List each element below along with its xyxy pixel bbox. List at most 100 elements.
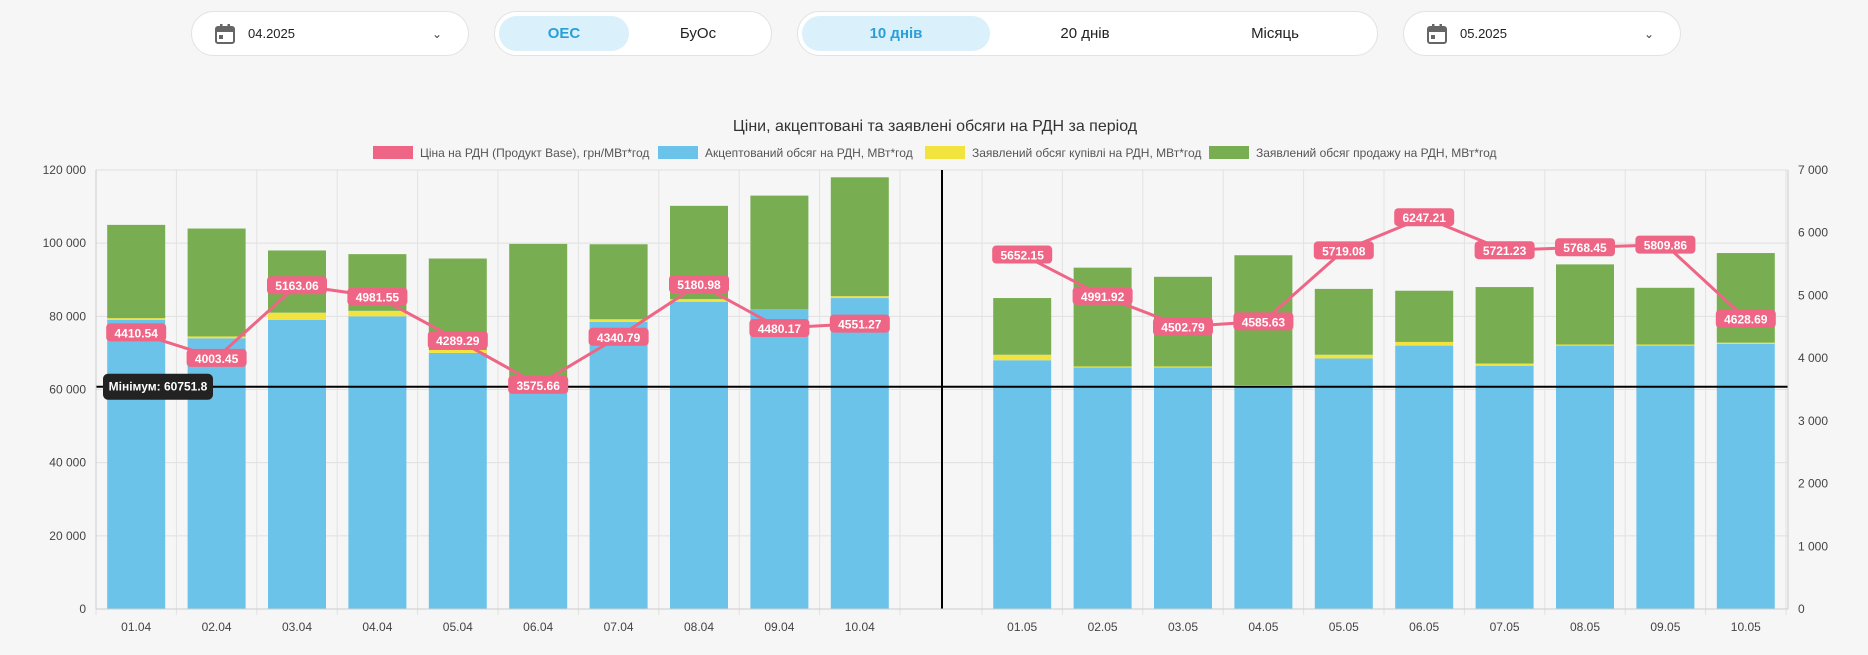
price-data-label: 5163.06 — [275, 279, 319, 293]
chart-bars — [107, 177, 1775, 609]
x-tick-label: 04.04 — [362, 620, 392, 634]
bar-segment — [268, 319, 326, 609]
x-tick-label: 04.05 — [1248, 620, 1278, 634]
price-data-label: 5809.86 — [1644, 239, 1688, 253]
x-tick-label: 09.05 — [1650, 620, 1680, 634]
legend-swatch — [373, 146, 413, 159]
price-data-label: 5721.23 — [1483, 244, 1527, 258]
x-tick-label: 05.05 — [1329, 620, 1359, 634]
bar-segment — [1314, 358, 1373, 609]
bar-segment — [1395, 290, 1454, 342]
y-right-tick-label: 6 000 — [1798, 226, 1828, 240]
price-data-label: 4480.17 — [758, 322, 802, 336]
y-left-tick-label: 80 000 — [49, 309, 86, 323]
price-label-box — [1474, 241, 1535, 260]
bar-segment — [1556, 345, 1614, 609]
chart-axes: 0 20 000 40 000 60 000 80 000 100 000 120 000 0… — [43, 163, 1829, 634]
price-label-box — [669, 275, 729, 294]
bar-segment — [1556, 344, 1614, 346]
price-label-box — [588, 327, 649, 346]
price-data-label: 4585.63 — [1242, 315, 1286, 329]
price-data-label: 4991.92 — [1081, 290, 1125, 304]
price-data-label: 4003.45 — [195, 352, 239, 366]
x-tick-label: 09.04 — [764, 620, 794, 634]
x-tick-label: 06.04 — [523, 620, 553, 634]
price-data-label: 5652.15 — [1001, 249, 1045, 263]
month-picker-value: 05.2025 — [1460, 26, 1507, 41]
legend-label: Ціна на РДН (Продукт Base), грн/МВт*год — [420, 146, 649, 160]
system-toggle[interactable]: ОЕС БуОс — [494, 11, 772, 56]
price-label-box — [267, 276, 327, 295]
period-option-month[interactable]: Місяць — [1251, 25, 1299, 42]
price-data-label: 4551.27 — [838, 318, 882, 332]
minimum-label: Мінімум: 60751.8 — [109, 380, 208, 394]
system-option-oes[interactable]: ОЕС — [499, 16, 629, 51]
bar-segment — [993, 298, 1052, 355]
bar-segment — [1314, 288, 1373, 355]
bar-segment — [1636, 344, 1695, 346]
bar-segment — [268, 312, 326, 320]
y-left-tick-label: 60 000 — [49, 383, 86, 397]
bar-segment — [670, 301, 728, 609]
legend-label: Акцептований обсяг на РДН, МВт*год — [705, 146, 913, 160]
price-label-box — [106, 323, 167, 342]
price-data-label: 5719.08 — [1322, 244, 1366, 258]
price-label-box — [1635, 235, 1696, 254]
bar-segment — [1154, 366, 1212, 368]
price-label-box — [1233, 312, 1294, 331]
calendar-icon — [215, 23, 235, 44]
month-picker-right[interactable]: 05.2025 ⌄ — [1403, 11, 1681, 56]
x-tick-label: 08.04 — [684, 620, 714, 634]
price-label-box — [1153, 317, 1213, 336]
y-left-tick-label: 0 — [79, 602, 86, 616]
price-data-label: 5768.45 — [1563, 241, 1607, 255]
x-tick-label: 02.04 — [202, 620, 232, 634]
price-data-label: 4628.69 — [1724, 313, 1768, 327]
bar-segment — [1073, 366, 1132, 368]
bar-segment — [589, 319, 648, 322]
chart-legend: Ціна на РДН (Продукт Base), грн/МВт*год А… — [373, 146, 1497, 160]
month-picker-left[interactable]: 04.2025 ⌄ — [191, 11, 469, 56]
period-option-10-days[interactable]: 10 днів — [802, 16, 990, 51]
price-label-box — [508, 375, 569, 394]
price-label-box — [749, 319, 810, 338]
bar-segment — [348, 310, 407, 317]
bar-segment — [1073, 367, 1132, 609]
x-tick-label: 06.05 — [1409, 620, 1439, 634]
bar-segment — [830, 298, 889, 609]
price-label-box — [427, 331, 488, 350]
chevron-down-icon: ⌄ — [431, 26, 442, 41]
y-left-tick-label: 100 000 — [43, 236, 87, 250]
bar-segment — [993, 360, 1052, 609]
month-picker-value: 04.2025 — [248, 26, 295, 41]
period-option-20-days[interactable]: 20 днів — [1060, 25, 1110, 42]
y-right-tick-label: 5 000 — [1798, 288, 1828, 302]
price-label-box — [1394, 208, 1455, 227]
legend-swatch — [1209, 146, 1249, 159]
bar-segment — [509, 378, 568, 609]
legend-label: Заявлений обсяг купівлі на РДН, МВт*год — [972, 146, 1201, 160]
bar-segment — [750, 195, 809, 310]
price-data-label: 4502.79 — [1161, 321, 1205, 335]
bar-segment — [428, 349, 487, 353]
x-tick-label: 10.05 — [1731, 620, 1761, 634]
price-line — [135, 282, 860, 387]
price-data-label: 4289.29 — [436, 334, 480, 348]
price-data-label: 4410.54 — [115, 326, 159, 340]
x-tick-label: 08.05 — [1570, 620, 1600, 634]
bar-segment — [830, 177, 889, 297]
x-tick-label: 05.04 — [443, 620, 473, 634]
bar-segment — [107, 318, 166, 320]
y-left-tick-label: 120 000 — [43, 163, 87, 177]
bar-segment — [1716, 253, 1775, 343]
chart-title: Ціни, акцептовані та заявлені обсяги на … — [733, 118, 1138, 135]
bar-segment — [1716, 343, 1775, 609]
period-toggle[interactable]: 10 днів 20 днів Місяць — [797, 11, 1378, 56]
system-option-buos[interactable]: БуОс — [679, 25, 717, 42]
price-data-label: 4981.55 — [356, 291, 400, 305]
y-right-tick-label: 2 000 — [1798, 477, 1828, 491]
price-label-box — [992, 245, 1053, 264]
bar-segment — [1395, 345, 1454, 609]
price-label-box — [347, 287, 408, 306]
